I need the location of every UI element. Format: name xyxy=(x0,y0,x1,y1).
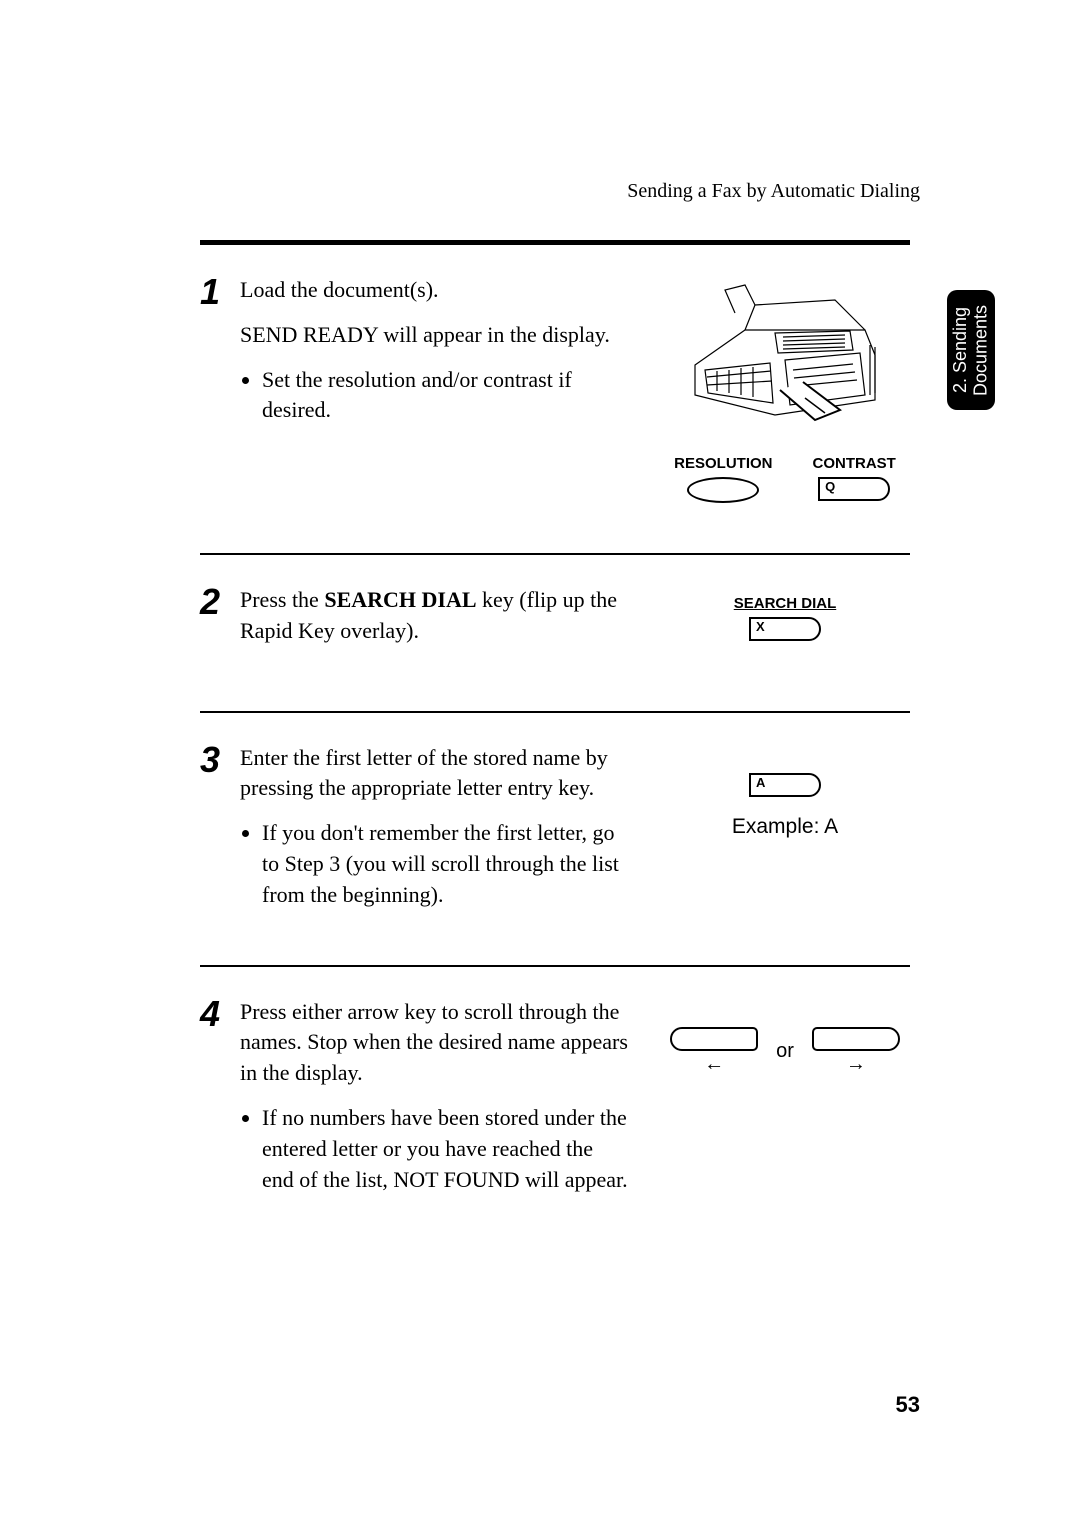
step-bullet: If no numbers have been stored under the… xyxy=(262,1103,630,1195)
step-text: Press the SEARCH DIAL key (flip up the R… xyxy=(240,585,630,647)
search-dial-group: SEARCH DIAL X xyxy=(734,595,837,641)
contrast-label: CONTRAST xyxy=(813,455,896,472)
or-text: or xyxy=(776,1040,794,1063)
step-body: Press the SEARCH DIAL key (flip up the R… xyxy=(240,585,660,661)
step-1: 1 Load the document(s). SEND READY will … xyxy=(200,275,910,503)
step-illustration: SEARCH DIAL X xyxy=(660,585,910,661)
rule xyxy=(200,965,910,967)
right-arrow-icon: → xyxy=(846,1053,866,1076)
step-illustration: A Example: A xyxy=(660,743,910,915)
left-arrow-key-icon xyxy=(670,1027,758,1051)
fax-machine-icon xyxy=(675,275,895,425)
search-dial-label: SEARCH DIAL xyxy=(734,595,837,612)
step-4: 4 Press either arrow key to scroll throu… xyxy=(200,997,910,1200)
right-arrow-key-icon xyxy=(812,1027,900,1051)
example-label: Example: A xyxy=(732,815,838,839)
step-3: 3 Enter the first letter of the stored n… xyxy=(200,743,910,915)
step-number: 4 xyxy=(200,993,240,1200)
rule xyxy=(200,711,910,713)
step-body: Load the document(s). SEND READY will ap… xyxy=(240,275,660,503)
step-text: Press either arrow key to scroll through… xyxy=(240,997,630,1089)
header-section-title: Sending a Fax by Automatic Dialing xyxy=(627,180,920,203)
step-text: Enter the first letter of the stored nam… xyxy=(240,743,630,805)
step-illustration: ← or → xyxy=(660,997,910,1200)
arrow-keys-row: ← or → xyxy=(670,1027,900,1076)
chapter-tab: 2. Sending Documents xyxy=(947,290,995,410)
step-body: Enter the first letter of the stored nam… xyxy=(240,743,660,915)
step-body: Press either arrow key to scroll through… xyxy=(240,997,660,1200)
resolution-button-group: RESOLUTION xyxy=(674,455,772,503)
contrast-key-icon: Q xyxy=(818,477,890,501)
resolution-label: RESOLUTION xyxy=(674,455,772,472)
letter-key-icon: A xyxy=(749,773,821,797)
step-subtext: SEND READY will appear in the display. xyxy=(240,320,630,351)
step-2: 2 Press the SEARCH DIAL key (flip up the… xyxy=(200,585,910,661)
step-text: Load the document(s). xyxy=(240,275,630,306)
left-arrow-icon: ← xyxy=(704,1053,724,1076)
step-illustration: RESOLUTION CONTRAST Q xyxy=(660,275,910,503)
search-dial-key-icon: X xyxy=(749,617,821,641)
step-bullet: Set the resolution and/or contrast if de… xyxy=(262,365,630,427)
contrast-button-group: CONTRAST Q xyxy=(813,455,896,501)
step-number: 2 xyxy=(200,581,240,661)
rule-top xyxy=(200,240,910,245)
page-number: 53 xyxy=(896,1392,920,1418)
step-number: 3 xyxy=(200,739,240,915)
button-row: RESOLUTION CONTRAST Q xyxy=(674,455,896,503)
step-number: 1 xyxy=(200,271,240,503)
chapter-tab-text: 2. Sending Documents xyxy=(950,290,991,410)
rule xyxy=(200,553,910,555)
resolution-key-icon xyxy=(687,477,759,503)
page: Sending a Fax by Automatic Dialing 2. Se… xyxy=(0,0,1080,1528)
step-bullet: If you don't remember the first letter, … xyxy=(262,818,630,910)
